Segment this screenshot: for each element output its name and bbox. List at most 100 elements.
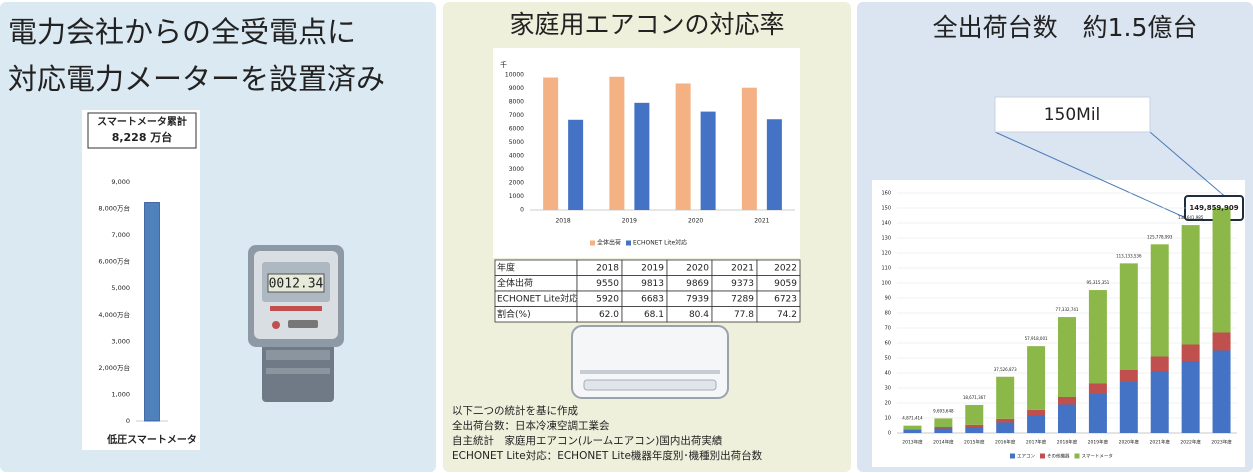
bar xyxy=(144,202,160,422)
bar-segment xyxy=(965,427,984,433)
table-text: 9813 xyxy=(641,279,664,289)
table-text: 割合(%) xyxy=(497,308,531,320)
y-tick-label: 7,000 xyxy=(111,231,130,239)
x-tick-label: 2021 xyxy=(754,218,769,225)
y-tick-label: 1000 xyxy=(509,193,524,200)
bar-segment xyxy=(903,425,922,430)
legend-label: エアコン xyxy=(1017,454,1035,460)
bar-segment xyxy=(1027,409,1046,415)
x-tick-label: 2015年度 xyxy=(964,439,985,446)
y-tick-label: 1,000 xyxy=(111,390,130,398)
bar-segment xyxy=(1150,244,1169,357)
bar xyxy=(741,87,757,210)
callout: 150Mil xyxy=(1044,105,1101,125)
bar-segment xyxy=(1212,332,1231,351)
y-tick-label: 4,000万台 xyxy=(98,310,130,319)
bar-segment xyxy=(1027,415,1046,433)
callout-box xyxy=(994,96,1151,133)
total-label: 4,871,414 xyxy=(902,416,923,421)
unit-label: 千 xyxy=(500,60,507,69)
x-tick-label: 2017年度 xyxy=(1026,439,1047,446)
bar-segment xyxy=(903,430,922,433)
total-label: 113,133,536 xyxy=(1116,253,1142,258)
y-tick-label: 50 xyxy=(885,356,891,362)
bar xyxy=(543,77,559,210)
bar xyxy=(700,111,716,210)
y-tick-label: 80 xyxy=(885,311,891,317)
table-text: 9373 xyxy=(731,279,754,289)
bar-segment xyxy=(1150,371,1169,433)
bar-segment xyxy=(1212,350,1231,433)
bar-segment xyxy=(965,424,984,427)
note: ECHONET Lite対応：ECHONET Lite機器年度別･機種別出荷台数 xyxy=(452,449,763,462)
y-tick-label: 9,000 xyxy=(111,178,130,186)
y-tick-label: 70 xyxy=(885,326,891,332)
total-label: 9,693,648 xyxy=(933,408,954,413)
table-text: 2018 xyxy=(596,263,619,273)
table-text: 62.0 xyxy=(599,310,619,320)
y-tick-label: 5,000 xyxy=(111,284,130,292)
chart-area xyxy=(82,110,200,450)
legend-label: スマートメータ xyxy=(1082,453,1113,460)
bar-segment xyxy=(934,418,953,427)
x-tick-label: 2021年度 xyxy=(1150,439,1171,446)
bar-segment xyxy=(996,376,1015,419)
x-tick-label: 2020 xyxy=(688,218,703,225)
bar xyxy=(609,76,625,211)
bar-segment xyxy=(996,422,1015,433)
bar-segment xyxy=(903,429,922,430)
table-text: 2021 xyxy=(731,263,754,273)
bar-segment xyxy=(1058,397,1076,405)
legend-swatch xyxy=(1040,453,1045,459)
bar-segment xyxy=(1027,346,1046,410)
y-tick-label: 5000 xyxy=(509,139,524,146)
legend-label: 全体出荷 xyxy=(597,239,621,247)
y-tick-label: 0 xyxy=(520,207,524,214)
bar-segment xyxy=(1212,208,1231,333)
table-text: ECHONET Lite対応 xyxy=(497,292,578,304)
callout-line xyxy=(994,131,1187,219)
bar xyxy=(568,119,584,210)
table-text: 77.8 xyxy=(734,310,754,320)
y-tick-label: 10000 xyxy=(505,72,524,79)
panel-title: 電力会社からの全受電点に xyxy=(8,15,356,49)
bar-segment xyxy=(1088,383,1107,394)
bar-segment xyxy=(1058,404,1076,433)
y-tick-label: 40 xyxy=(885,371,891,377)
panel-title: 対応電力メーターを設置済み xyxy=(8,62,385,96)
aircon-illustration xyxy=(571,325,729,399)
bar-segment xyxy=(1088,290,1107,384)
y-tick-label: 140 xyxy=(881,221,891,227)
total-label: 125,778,993 xyxy=(1147,234,1173,239)
bar-segment xyxy=(1058,317,1076,397)
y-tick-label: 4000 xyxy=(509,153,524,160)
x-tick-label: 2013年度 xyxy=(902,439,923,446)
bar xyxy=(766,119,782,210)
bar-segment xyxy=(1119,263,1138,370)
table-text: 7289 xyxy=(731,294,754,304)
table-text: 6723 xyxy=(774,294,797,304)
x-tick-label: 2023年度 xyxy=(1211,439,1232,446)
legend-swatch xyxy=(1010,453,1015,459)
x-tick-label: 低圧スマートメータ xyxy=(106,433,197,446)
y-tick-label: 3000 xyxy=(509,166,524,173)
y-tick-label: 2,000万台 xyxy=(98,363,130,372)
summary-box xyxy=(87,112,197,149)
bar-segment xyxy=(1181,225,1200,345)
table-cell xyxy=(756,306,801,323)
x-tick-label: 2014年度 xyxy=(933,439,954,446)
x-tick-label: 2018年度 xyxy=(1057,439,1078,446)
meter-illustration xyxy=(248,245,344,402)
table-text: 9550 xyxy=(596,279,619,289)
total-label: 77,332,741 xyxy=(1056,307,1079,312)
y-tick-label: 100 xyxy=(881,281,891,287)
x-tick-label: 2019 xyxy=(622,218,637,225)
bar-segment xyxy=(965,404,984,425)
x-tick-label: 2016年度 xyxy=(995,439,1016,446)
table-text: 6683 xyxy=(641,294,664,304)
x-tick-label: 2020年度 xyxy=(1119,439,1140,446)
table-text: 7939 xyxy=(686,294,709,304)
bar-segment xyxy=(934,428,953,433)
y-tick-label: 0 xyxy=(888,431,891,437)
